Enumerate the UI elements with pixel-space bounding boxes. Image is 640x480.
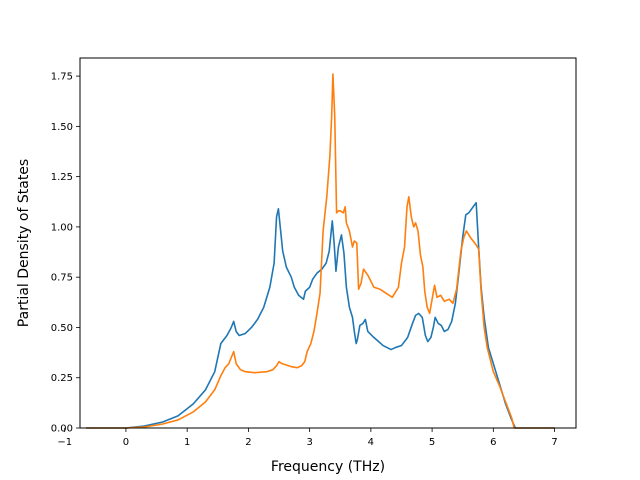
- x-axis-ticks: −1 0 1 2 3 4 5 6 7: [57, 428, 558, 448]
- y-tick-label: 0.25: [51, 373, 73, 384]
- x-tick-label: 6: [490, 437, 496, 448]
- x-tick-label: 5: [429, 437, 435, 448]
- y-tick-label: 0.75: [51, 273, 73, 284]
- y-tick-label: 0.50: [51, 323, 73, 334]
- x-tick-label: 1: [184, 437, 190, 448]
- y-tick-label: 1.00: [51, 222, 73, 233]
- x-axis-label: Frequency (THz): [271, 459, 385, 475]
- y-axis-label: Partial Density of States: [16, 159, 32, 327]
- y-tick-label: 1.50: [51, 122, 73, 133]
- x-tick-label: 0: [123, 437, 129, 448]
- y-tick-label: 0.00: [51, 424, 73, 435]
- series-line-2: [86, 73, 555, 429]
- axes-frame: [79, 57, 577, 429]
- y-tick-label: 1.75: [51, 72, 73, 83]
- x-tick-label: −1: [57, 437, 72, 448]
- x-tick-label: 2: [245, 437, 251, 448]
- x-tick-label: 4: [368, 437, 374, 448]
- series-layer: [86, 73, 555, 429]
- y-tick-label: 1.25: [51, 172, 73, 183]
- x-tick-label: 7: [551, 437, 557, 448]
- plot-area: [79, 57, 577, 429]
- x-tick-label: 3: [306, 437, 312, 448]
- y-axis-ticks: 0.00 0.25 0.50 0.75 1.00 1.25 1.50 1.75: [51, 72, 80, 435]
